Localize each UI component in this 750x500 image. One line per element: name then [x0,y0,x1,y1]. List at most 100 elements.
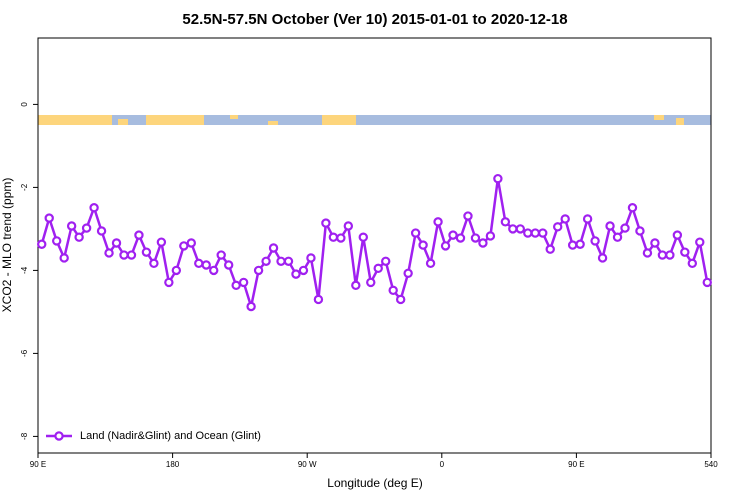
data-point [373,263,383,274]
legend-marker [54,431,64,441]
data-point [418,240,428,250]
y-tick-label: -4 [20,266,29,274]
data-point [321,218,331,228]
data-point [246,301,256,312]
data-point [440,241,451,251]
data-point [351,280,361,291]
data-point [702,277,712,288]
data-point [276,256,286,266]
data-point [381,256,391,266]
data-point [545,244,555,254]
y-axis-label: XCO2 - MLO trend (ppm) [0,178,14,313]
data-point [253,265,264,276]
x-tick-label: 0 [440,460,445,469]
data-point [403,268,413,279]
land-band [118,119,128,125]
y-tick-label: -6 [20,349,29,357]
land-band [676,118,684,125]
x-tick-label: 90 E [30,460,46,469]
land-band [654,115,664,120]
data-point [687,258,698,269]
data-point [51,236,62,246]
data-point [597,253,608,263]
land-band [146,115,204,125]
data-point [515,224,526,234]
data-point [590,236,600,246]
legend: Land (Nadir&Glint) and Ocean (Glint) [46,430,261,442]
data-point [358,232,368,242]
data-point [395,294,406,305]
data-point [627,203,638,213]
data-point [680,247,690,257]
data-point [433,217,443,227]
data-point [44,213,54,223]
data-point [89,203,99,213]
data-point [238,277,249,288]
land-band [38,115,112,125]
data-point [508,224,518,234]
data-point [425,258,436,269]
data-point [111,238,122,248]
data-point [104,248,114,258]
data-point [553,222,563,232]
data-point [343,221,354,231]
data-point [37,239,47,249]
data-point [209,265,219,276]
data-point [478,238,488,248]
data-point [538,228,548,238]
data-point [313,294,324,305]
x-tick-label: 90 W [298,460,317,469]
x-tick-label: 540 [704,460,718,469]
data-point [134,230,144,240]
land-band [322,115,356,125]
data-point [463,211,473,221]
data-point [336,233,346,243]
data-point [650,238,660,248]
data-point [74,232,84,242]
y-tick-label: 0 [20,102,29,107]
data-point [695,237,705,247]
data-point [141,247,152,257]
data-point [575,239,585,249]
data-point [268,243,279,253]
data-point [672,230,683,240]
data-point [201,260,211,270]
data-point [328,232,339,242]
land-ocean-strip [38,115,711,125]
data-point [410,228,421,238]
data-point [149,258,159,269]
data-point [455,233,466,243]
data-point [59,253,69,263]
data-point [231,280,241,291]
land-band [230,115,238,119]
x-tick-label: 90 E [568,460,584,469]
data-point [298,265,309,276]
data-point [261,256,271,266]
data-point [493,173,503,184]
data-point [96,226,107,236]
land-band [268,121,278,125]
data-point [186,238,196,248]
data-point [612,232,623,242]
data-point [657,250,668,260]
data-point [283,256,294,266]
series-line [40,177,709,308]
x-tick-label: 180 [166,460,180,469]
ocean-band [38,115,711,125]
data-point [81,223,92,233]
y-tick-label: -2 [20,183,29,191]
data-point [223,260,234,270]
data-point [291,269,301,279]
data-point [485,231,496,241]
data-point [216,250,226,260]
data-point [119,250,129,260]
data-point [582,214,593,224]
legend-label: Land (Nadir&Glint) and Ocean (Glint) [80,430,261,442]
data-point [642,248,653,258]
data-point [530,228,540,238]
data-point [635,226,645,236]
data-point [306,253,316,263]
data-point [567,240,578,250]
data-point [388,285,398,296]
